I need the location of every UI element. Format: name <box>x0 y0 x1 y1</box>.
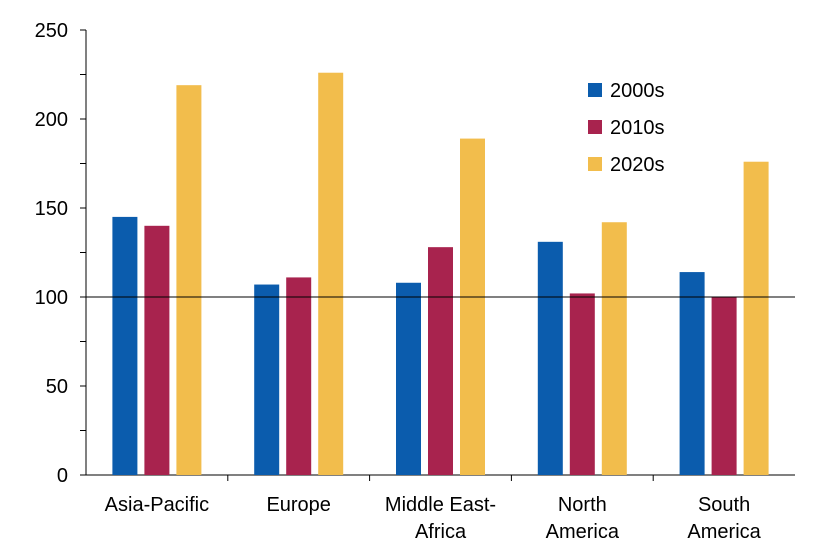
bar-2010s-0 <box>144 225 170 475</box>
x-category-label: Middle East- <box>385 494 496 516</box>
y-tick-label: 250 <box>35 20 68 42</box>
x-category-label: America <box>687 521 761 543</box>
x-category-label: America <box>546 521 620 543</box>
x-category-label: Asia-Pacific <box>105 494 209 516</box>
bar-2020s-4 <box>743 161 769 475</box>
bar-2020s-1 <box>318 72 344 475</box>
legend-swatch-2000s <box>588 83 602 97</box>
bar-2000s-0 <box>112 216 138 475</box>
labels-group: 0 50 100 150 200 250 Asia-Pacific Europe Middle … <box>35 20 762 543</box>
bar-2010s-3 <box>569 293 595 475</box>
y-tick-label: 0 <box>57 465 68 487</box>
x-category-label: Europe <box>266 494 331 516</box>
bar-2010s-4 <box>711 297 737 475</box>
bar-2020s-2 <box>460 138 485 475</box>
y-tick-label: 150 <box>35 198 68 220</box>
bar-2000s-4 <box>679 272 705 475</box>
axes-group <box>80 29 795 481</box>
x-category-label: Africa <box>415 521 467 543</box>
bar-2000s-2 <box>396 282 421 475</box>
legend-swatch-2020s <box>588 157 602 171</box>
bar-2020s-3 <box>601 222 627 475</box>
x-category-label: North <box>558 494 607 516</box>
bar-2020s-0 <box>176 85 202 476</box>
bar-2000s-3 <box>537 241 563 475</box>
y-tick-label: 200 <box>35 109 68 131</box>
legend-label: 2020s <box>610 154 665 176</box>
legend-swatch-2010s <box>588 120 602 134</box>
bar-2010s-2 <box>428 247 453 475</box>
y-tick-label: 50 <box>46 376 68 398</box>
legend-label: 2010s <box>610 117 665 139</box>
y-tick-label: 100 <box>35 287 68 309</box>
bar-2010s-1 <box>286 277 312 475</box>
legend-label: 2000s <box>610 80 665 102</box>
bar-2000s-1 <box>254 284 280 475</box>
legend: 2000s 2010s 2020s <box>588 80 665 176</box>
bars-group <box>112 72 769 476</box>
x-category-label: South <box>698 494 750 516</box>
